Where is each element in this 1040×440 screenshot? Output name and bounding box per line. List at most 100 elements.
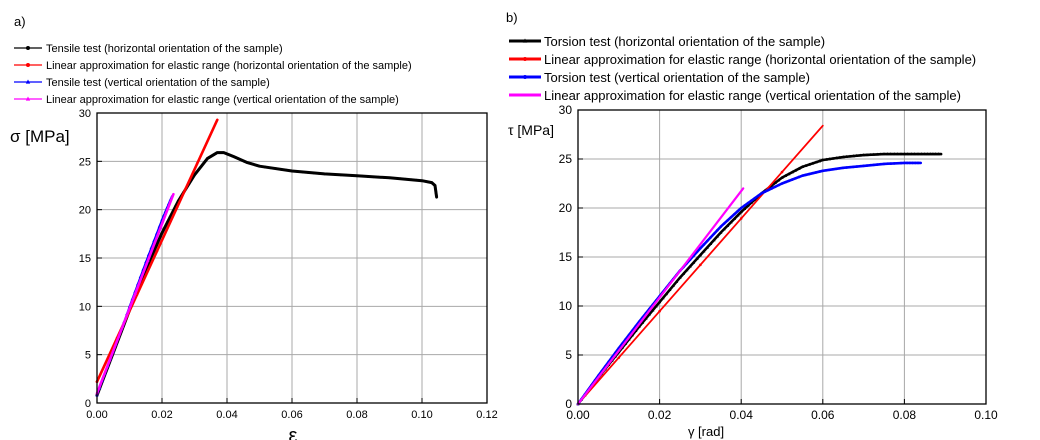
point-b-0-4-0 xyxy=(658,300,662,304)
point-b-2-8-5 xyxy=(756,194,760,198)
point-b-0-8-0 xyxy=(739,210,743,214)
panel-b-series xyxy=(576,124,943,406)
point-b-0-9-4 xyxy=(773,181,777,185)
point-b-0-3-1 xyxy=(641,320,645,324)
point-a-0-16-2 xyxy=(399,177,402,181)
point-a-0-15-5 xyxy=(382,176,386,179)
point-b-2-10-2 xyxy=(787,179,791,183)
xtick-label-4: 0.08 xyxy=(893,408,917,422)
point-b-0-5-1 xyxy=(681,272,685,276)
point-b-0-13-1 xyxy=(845,154,849,158)
ytick-label-6: 30 xyxy=(79,108,91,120)
point-a-0-6-3 xyxy=(199,165,203,168)
ytick-label-1: 5 xyxy=(85,350,91,362)
point-b-2-13-5 xyxy=(858,164,862,168)
point-b-0-15-1 xyxy=(885,152,889,156)
point-a-0-14-1 xyxy=(328,172,332,176)
point-a-3-0-5 xyxy=(159,225,163,229)
point-a-0-6-2 xyxy=(197,168,201,171)
point-b-2-13-3 xyxy=(852,165,855,169)
ytick-label-6: 30 xyxy=(559,103,573,117)
point-b-2-15-3 xyxy=(892,162,896,165)
point-b-2-12-5 xyxy=(838,167,842,170)
series-line-b-2 xyxy=(576,161,923,406)
point-b-1-0-3 xyxy=(699,263,702,267)
point-b-2-8-0 xyxy=(739,206,743,210)
point-b-0-12-3 xyxy=(831,156,835,160)
point-b-0-3-0 xyxy=(637,324,641,328)
panel-a-grid xyxy=(97,113,487,403)
point-b-0-14-1 xyxy=(865,153,869,157)
panel-b-grid xyxy=(578,110,986,404)
point-b-0-12-1 xyxy=(824,157,828,161)
point-b-2-7-0 xyxy=(719,225,723,228)
point-b-0-15-0 xyxy=(882,152,886,156)
point-b-0-6-5 xyxy=(715,234,719,238)
point-b-0-15-3 xyxy=(892,152,896,156)
point-a-0-11-1 xyxy=(247,161,250,165)
point-b-2-16-3 xyxy=(911,161,914,165)
point-a-3-0-3 xyxy=(133,291,137,295)
point-b-0-13-2 xyxy=(848,154,852,158)
legend-marker-b-2 xyxy=(523,75,527,79)
point-b-0-7-5 xyxy=(736,213,740,217)
xtick-label-3: 0.06 xyxy=(811,408,835,422)
point-a-0-15-1 xyxy=(361,174,364,178)
point-a-0-12-3 xyxy=(274,167,278,170)
point-b-2-15-0 xyxy=(882,162,886,166)
point-b-2-6-5 xyxy=(716,228,719,232)
ytick-label-2: 10 xyxy=(559,299,573,313)
legend-b-label-2: Torsion test (vertical orientation of th… xyxy=(544,70,810,85)
point-b-2-7-5 xyxy=(736,209,740,213)
point-b-0-10-4 xyxy=(794,168,798,172)
legend-b-label-3: Linear approximation for elastic range (… xyxy=(544,88,961,103)
point-b-0-13-4 xyxy=(855,153,859,157)
point-b-0-16-3 xyxy=(913,152,917,156)
point-b-0-17-5 xyxy=(936,152,940,156)
point-b-2-12-0 xyxy=(821,169,825,173)
ytick-label-4: 20 xyxy=(559,201,573,215)
point-a-0-11-0 xyxy=(245,161,248,164)
point-a-0-11-3 xyxy=(251,162,255,166)
point-a-0-13-4 xyxy=(312,171,315,175)
ytick-label-5: 25 xyxy=(79,156,91,168)
point-b-2-12-4 xyxy=(835,167,838,171)
point-b-2-15-5 xyxy=(899,161,903,165)
point-b-0-7-0 xyxy=(719,230,723,234)
point-b-0-14-0 xyxy=(862,153,866,157)
point-a-0-6-1 xyxy=(195,170,198,174)
point-b-1-0-2 xyxy=(658,309,661,313)
legend-a-label-1: Linear approximation for elastic range (… xyxy=(46,60,412,72)
point-b-2-14-3 xyxy=(872,163,876,167)
point-b-0-4-3 xyxy=(668,288,672,292)
point-b-0-6-3 xyxy=(709,241,713,245)
point-a-0-4-0 xyxy=(160,231,164,235)
ytick-label-5: 25 xyxy=(559,152,573,166)
point-b-2-9-0 xyxy=(760,192,763,195)
point-a-0-6-5 xyxy=(204,159,207,163)
xtick-label-4: 0.08 xyxy=(346,409,367,421)
point-b-0-12-5 xyxy=(838,155,842,159)
point-b-2-10-3 xyxy=(790,178,794,181)
point-b-0-17-4 xyxy=(934,152,938,156)
point-b-0-8-2 xyxy=(746,203,750,207)
point-a-0-12-1 xyxy=(263,165,267,169)
point-b-0-4-4 xyxy=(671,283,675,287)
point-b-2-9-4 xyxy=(773,185,777,189)
point-b-2-7-2 xyxy=(726,219,729,222)
point-a-0-19-3 xyxy=(434,190,438,193)
point-b-2-15-1 xyxy=(886,162,889,166)
point-a-0-11-5 xyxy=(256,164,259,167)
legend-b-entry-0: Torsion test (horizontal orientation of … xyxy=(509,34,825,49)
point-b-2-13-4 xyxy=(855,165,859,168)
xtick-label-1: 0.02 xyxy=(151,409,172,421)
point-b-0-15-2 xyxy=(889,152,893,156)
point-a-0-16-3 xyxy=(404,177,408,181)
point-b-0-16-4 xyxy=(916,152,920,156)
point-b-0-17-0 xyxy=(923,152,927,156)
point-a-0-19-5 xyxy=(435,193,438,197)
point-b-2-13-0 xyxy=(841,166,845,170)
point-b-2-12-1 xyxy=(824,168,828,172)
legend-marker-a-2 xyxy=(25,79,31,84)
point-b-2-11-0 xyxy=(801,174,804,177)
